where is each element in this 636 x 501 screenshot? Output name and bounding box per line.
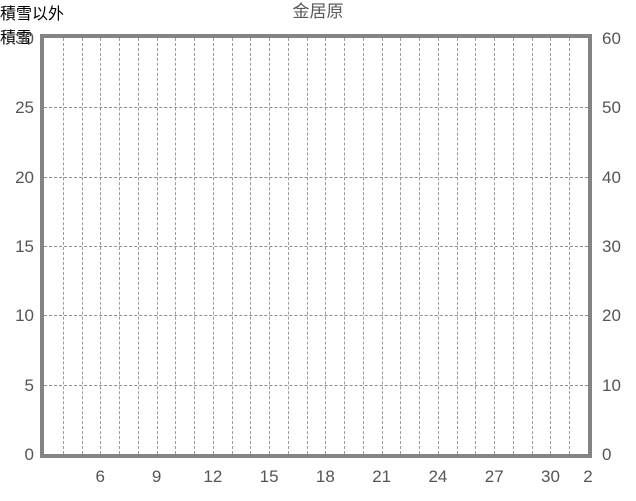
horizontal-gridline	[44, 107, 588, 109]
y-axis-right-tick-label: 60	[602, 29, 621, 48]
plot-area	[44, 38, 588, 454]
x-axis-tick-label: 12	[203, 467, 223, 486]
y-axis-right-tick-label: 50	[602, 98, 621, 118]
x-axis-tick-label: 18	[315, 467, 335, 486]
y-axis-right-tick-label: 20	[602, 306, 621, 326]
chart-title: 金居原	[292, 2, 344, 21]
y-axis-right-tick-label: 0	[602, 445, 612, 464]
x-axis-tick-label: 9	[151, 467, 162, 486]
y-axis-left-tick-label: 0	[24, 445, 34, 464]
horizontal-gridline	[44, 315, 588, 317]
horizontal-gridline	[44, 176, 588, 178]
y-axis-left-tick-label: 30	[15, 29, 34, 48]
y-axis-left-tick-label: 20	[15, 167, 34, 187]
x-axis-tick-label: 2	[583, 467, 593, 486]
y-axis-left-tick-label: 25	[15, 98, 34, 118]
x-axis-tick-label: 27	[484, 467, 504, 486]
horizontal-gridline	[44, 384, 588, 386]
left-axis-caption: 積雪以外	[0, 6, 65, 23]
x-axis-tick-label: 30	[541, 467, 560, 486]
plot-frame	[40, 34, 592, 458]
y-axis-right-tick-label: 30	[602, 237, 621, 256]
right-axis-caption: 積雪	[0, 30, 33, 47]
x-axis-tick-label: 24	[428, 467, 448, 486]
x-axis-tick-label: 15	[259, 467, 279, 486]
x-axis-tick-label: 6	[95, 467, 105, 486]
horizontal-gridline	[44, 246, 588, 247]
y-axis-left-tick-label: 5	[24, 375, 34, 395]
y-axis-left-tick-label: 15	[15, 237, 34, 256]
x-axis-tick-label: 21	[372, 467, 392, 486]
y-axis-left-tick-label: 10	[15, 306, 34, 326]
y-axis-right-tick-label: 10	[602, 375, 621, 395]
y-axis-right-tick-label: 40	[602, 167, 621, 187]
